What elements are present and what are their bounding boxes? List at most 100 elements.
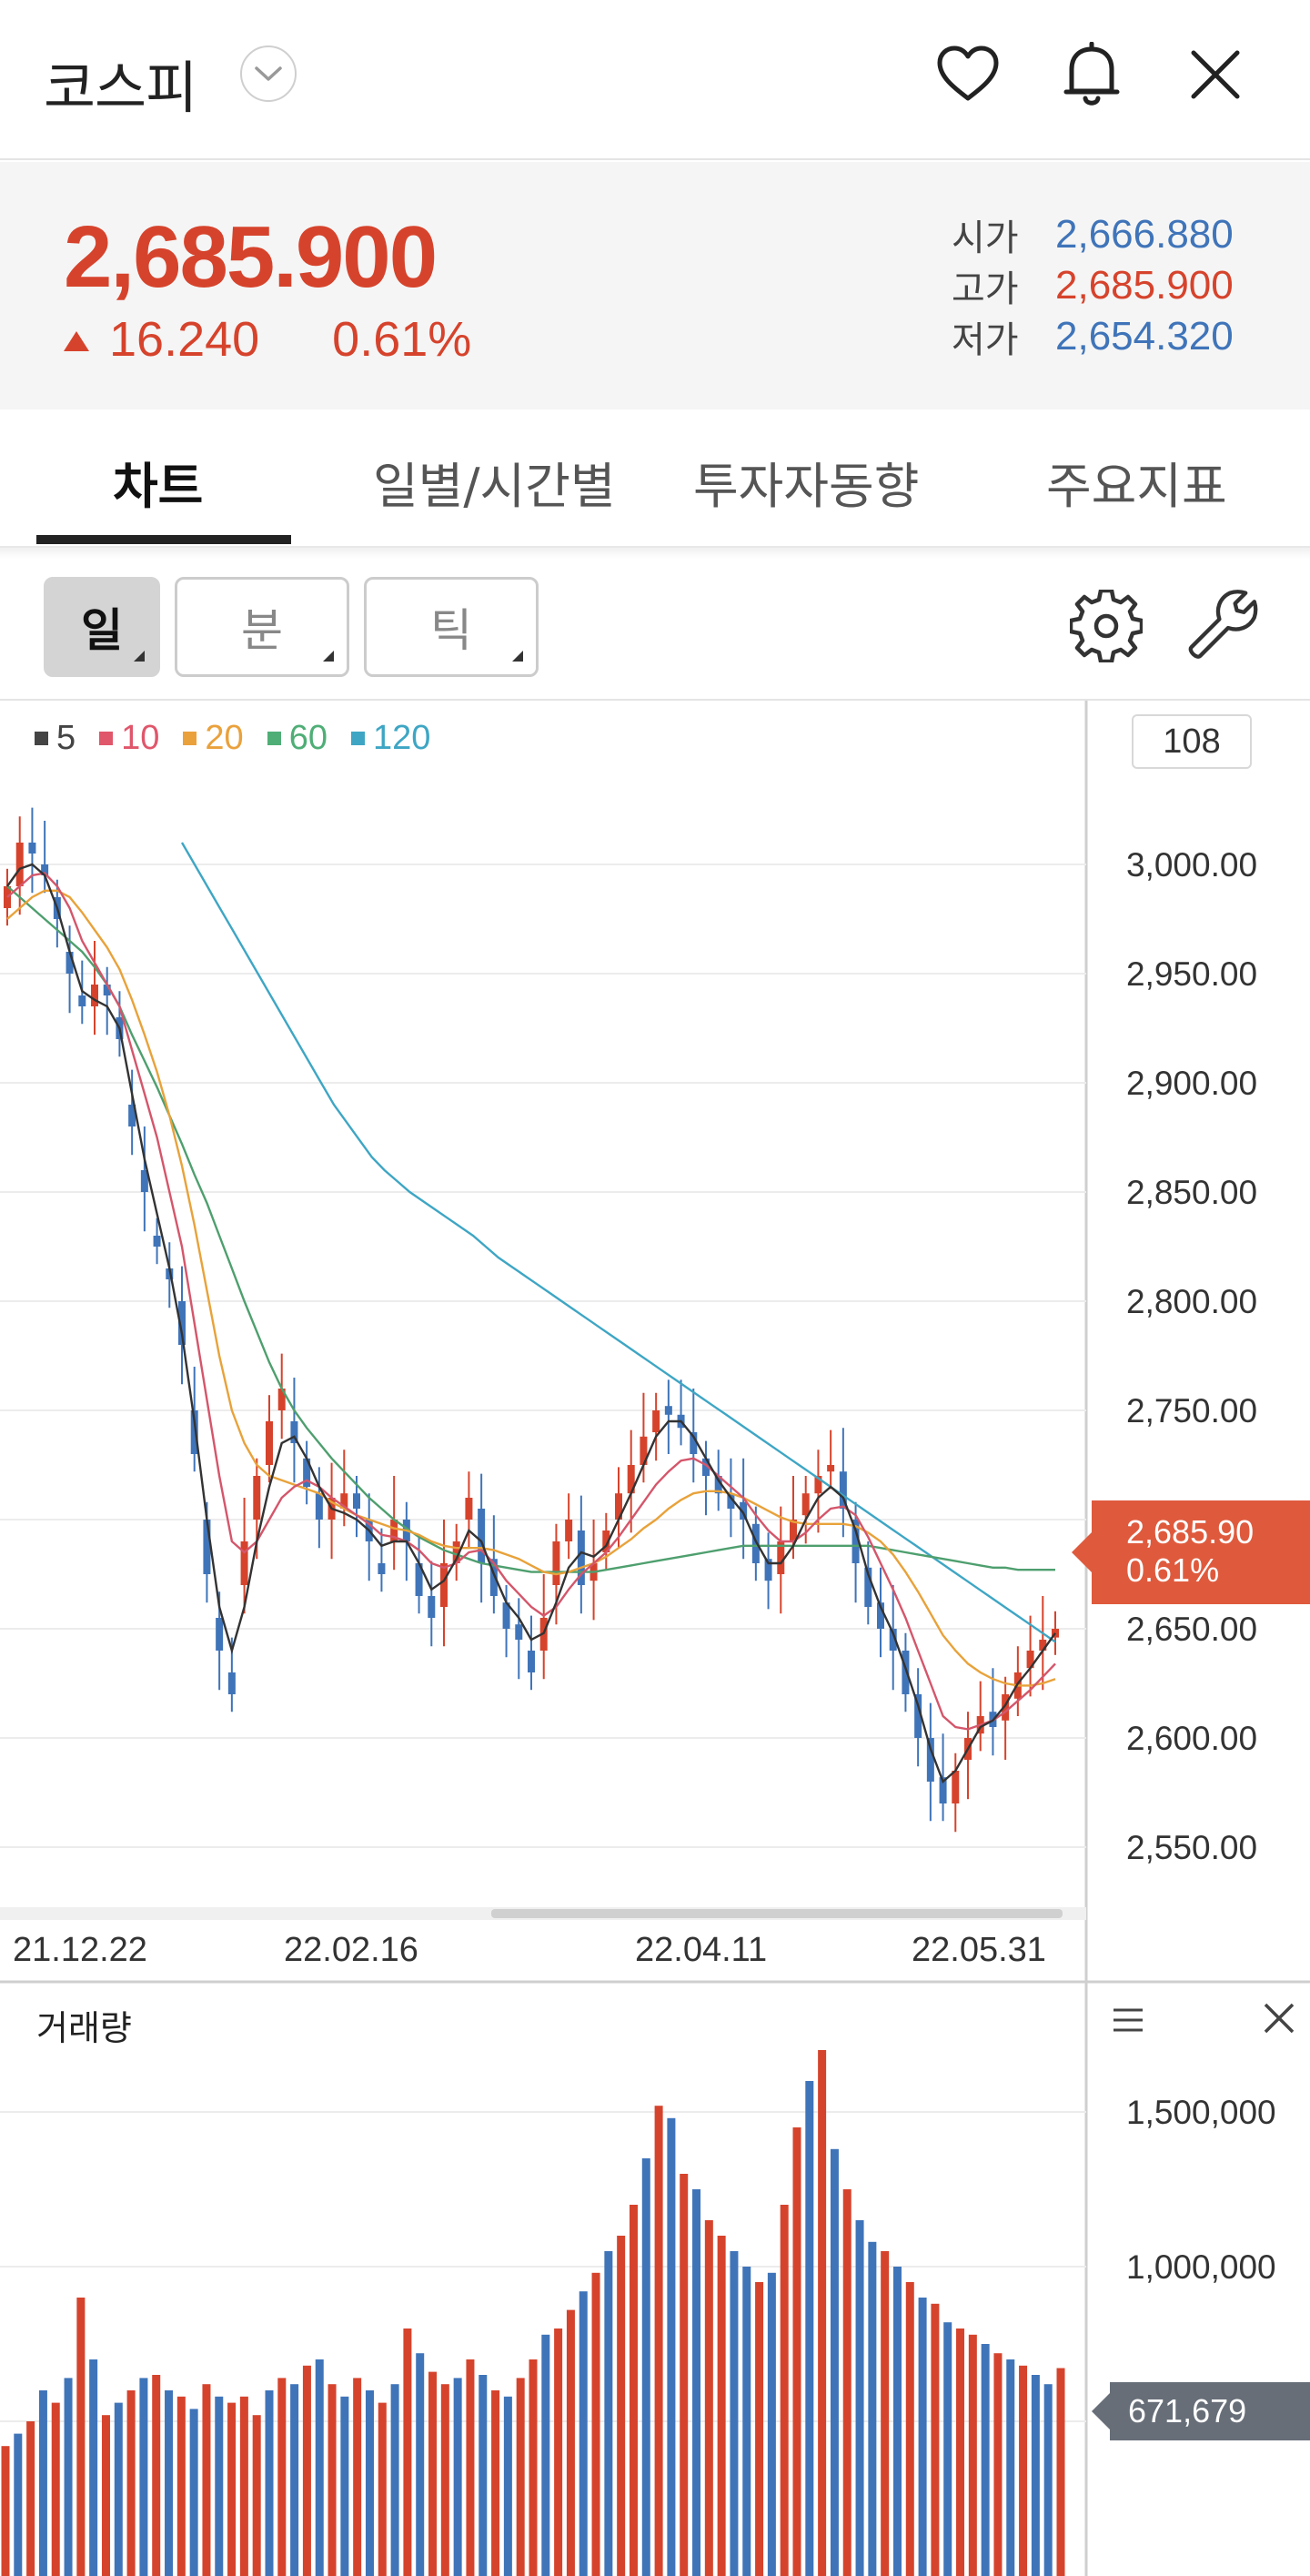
candle-body xyxy=(640,1436,648,1465)
corner-triangle-icon xyxy=(134,651,145,662)
candle-body xyxy=(864,1567,872,1607)
volume-bar xyxy=(302,2365,311,2576)
legend-item-ma10: 10 xyxy=(99,719,159,758)
candle-body xyxy=(702,1458,710,1476)
volume-close-button[interactable] xyxy=(1255,1995,1303,2042)
open-label: 시가 xyxy=(952,217,1019,259)
volume-bar xyxy=(529,2359,538,2576)
tab-investor-trend[interactable]: 투자자동향 xyxy=(693,458,920,515)
volume-bar xyxy=(742,2267,751,2576)
period-day-button[interactable]: 일 xyxy=(44,577,160,677)
candle-body xyxy=(777,1541,785,1574)
candle-body xyxy=(502,1602,510,1629)
volume-current-tag: 671,679 xyxy=(1092,2382,1310,2440)
candle-body xyxy=(489,1559,498,1596)
candle-body xyxy=(652,1410,660,1432)
y-tick-label: 2,800.00 xyxy=(1126,1283,1257,1320)
bell-icon xyxy=(1063,42,1120,106)
low-label: 저가 xyxy=(952,319,1019,361)
candle-body xyxy=(1002,1694,1010,1721)
close-button[interactable] xyxy=(1177,36,1254,113)
candle-body xyxy=(216,1618,224,1651)
volume-bar xyxy=(215,2396,224,2576)
candle-body xyxy=(615,1493,622,1520)
volume-bar xyxy=(818,2050,827,2576)
favorite-button[interactable] xyxy=(930,36,1006,113)
period-tick-button[interactable]: 틱 xyxy=(364,577,539,677)
candle-body xyxy=(15,843,24,886)
alert-button[interactable] xyxy=(1053,36,1130,113)
legend-swatch xyxy=(350,732,365,745)
candle-body xyxy=(565,1520,573,1541)
close-icon xyxy=(1191,50,1240,99)
tab-key-indicators[interactable]: 주요지표 xyxy=(1046,458,1227,515)
active-tab-indicator xyxy=(36,535,291,544)
chart-settings-button[interactable] xyxy=(1063,582,1150,670)
candle-body xyxy=(353,1493,360,1509)
tab-daily-hourly[interactable]: 일별/시간별 xyxy=(373,458,616,515)
chart-tools-button[interactable] xyxy=(1179,582,1266,670)
price-chart[interactable]: 3,000.00 2,950.00 2,900.00 2,850.00 2,800.00… xyxy=(0,701,1310,1984)
volume-menu-button[interactable] xyxy=(1104,1996,1152,2044)
volume-bar xyxy=(868,2241,877,2576)
candle-body xyxy=(577,1530,585,1585)
volume-bar xyxy=(780,2205,789,2576)
volume-bar xyxy=(202,2384,211,2576)
candle-count-box[interactable]: 108 xyxy=(1132,714,1252,769)
legend-label: 120 xyxy=(372,719,431,757)
x-tick-label: 22.04.11 xyxy=(635,1931,768,1969)
candle-body xyxy=(91,985,98,1006)
volume-bar xyxy=(1056,2368,1065,2576)
volume-bar xyxy=(252,2415,261,2576)
candle-body xyxy=(378,1563,386,1574)
volume-bar xyxy=(491,2390,500,2576)
volume-bar xyxy=(390,2384,399,2576)
period-tick-label: 틱 xyxy=(430,604,472,657)
tab-chart[interactable]: 차트 xyxy=(113,458,204,515)
candle-body xyxy=(902,1651,910,1694)
candle-body xyxy=(914,1694,922,1738)
y-tick-label: 3,000.00 xyxy=(1126,846,1257,884)
volume-bar xyxy=(516,2378,525,2576)
volume-bar xyxy=(554,2329,563,2576)
candle-body xyxy=(28,843,36,854)
index-dropdown-button[interactable] xyxy=(240,45,297,102)
candle-body xyxy=(889,1629,897,1651)
volume-bar xyxy=(189,2409,198,2576)
volume-bar xyxy=(541,2334,550,2576)
volume-bar xyxy=(152,2375,161,2576)
candle-body xyxy=(66,952,74,974)
volume-bar xyxy=(239,2396,248,2576)
volume-bar xyxy=(730,2251,739,2576)
current-price: 2,685.900 xyxy=(64,208,438,306)
candle-body xyxy=(452,1541,460,1563)
volume-bar xyxy=(918,2298,927,2576)
volume-bar xyxy=(277,2378,287,2576)
volume-bar xyxy=(805,2081,814,2576)
wrench-icon xyxy=(1188,590,1258,659)
volume-bar xyxy=(931,2303,940,2576)
candle-body xyxy=(253,1476,261,1520)
candle-body xyxy=(390,1520,398,1541)
ma120-line xyxy=(180,842,1056,1643)
up-triangle-icon xyxy=(64,331,89,351)
candle-body xyxy=(415,1563,423,1596)
close-icon xyxy=(1264,2003,1295,2034)
period-minute-button[interactable]: 분 xyxy=(175,577,349,677)
open-row: 시가 2,666.880 xyxy=(952,209,1234,260)
volume-bar xyxy=(139,2378,148,2576)
candle-body xyxy=(528,1651,535,1672)
candle-body xyxy=(1026,1651,1034,1669)
candle-body xyxy=(939,1777,947,1803)
low-row: 저가 2,654.320 xyxy=(952,311,1234,362)
gear-icon xyxy=(1070,590,1143,662)
legend-item-ma20: 20 xyxy=(183,719,244,758)
volume-bar xyxy=(905,2282,914,2576)
y-tick-label: 2,950.00 xyxy=(1126,955,1257,993)
candle-body xyxy=(552,1541,560,1585)
candle-body xyxy=(664,1406,672,1415)
volume-bar xyxy=(717,2236,726,2576)
candle-body xyxy=(203,1520,211,1574)
volume-bar xyxy=(365,2390,374,2576)
